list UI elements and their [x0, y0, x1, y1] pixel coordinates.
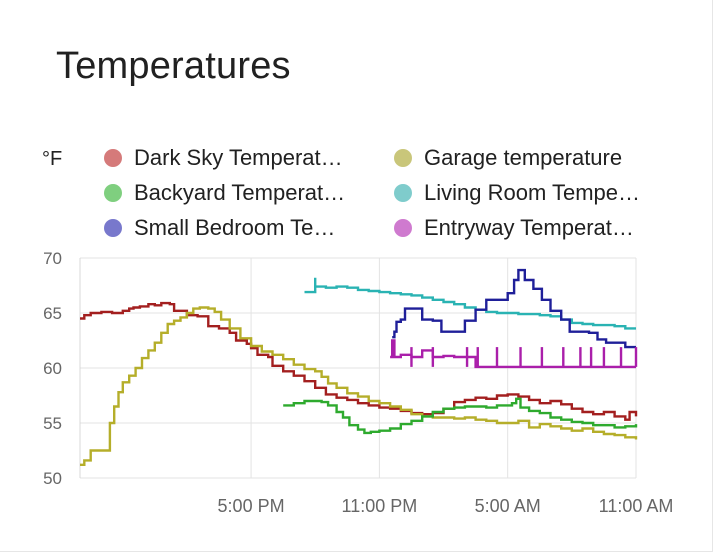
legend-swatch	[394, 184, 412, 202]
legend-label: Dark Sky Temperat…	[134, 145, 343, 170]
y-tick-label: 55	[43, 414, 62, 433]
y-tick-label: 50	[43, 469, 62, 488]
legend-label: Garage temperature	[424, 145, 623, 170]
legend-label: Living Room Tempe…	[424, 180, 641, 205]
x-tick-label: 5:00 PM	[218, 496, 285, 516]
legend-swatch	[104, 184, 122, 202]
legend-swatch	[394, 219, 412, 237]
legend-item-living-room[interactable]: Living Room Tempe…	[394, 178, 640, 208]
legend-item-garage[interactable]: Garage temperature	[394, 143, 622, 173]
y-axis-unit-label: °F	[42, 148, 63, 170]
legend-label: Backyard Temperat…	[134, 180, 346, 205]
legend-item-dark-sky[interactable]: Dark Sky Temperat…	[104, 143, 343, 173]
series-line-1	[80, 306, 638, 466]
series-line-0	[80, 301, 638, 421]
legend-label: Small Bedroom Te…	[134, 215, 336, 240]
card-title: Temperatures	[56, 45, 291, 87]
y-tick-label: 60	[43, 359, 62, 378]
legend-swatch	[104, 219, 122, 237]
temperature-line-chart[interactable]: 50 55 60 65 70 5:00 PM 11:00 PM 5:00 AM 11:00 AM	[0, 240, 712, 530]
y-tick-label: 65	[43, 304, 62, 323]
series-line-4	[392, 268, 636, 349]
legend-item-entryway[interactable]: Entryway Temperat…	[394, 213, 634, 243]
x-tick-label: 5:00 AM	[475, 496, 541, 516]
legend-swatch	[104, 149, 122, 167]
series-line-3	[304, 277, 636, 330]
series-line-2	[283, 397, 638, 435]
x-tick-label: 11:00 AM	[599, 496, 674, 516]
legend-item-small-bedroom[interactable]: Small Bedroom Te…	[104, 213, 335, 243]
x-tick-label: 11:00 PM	[342, 496, 418, 516]
legend-item-backyard[interactable]: Backyard Temperat…	[104, 178, 345, 208]
y-tick-label: 70	[43, 249, 62, 268]
legend-label: Entryway Temperat…	[424, 215, 634, 240]
legend-swatch	[394, 149, 412, 167]
series-line-5	[390, 339, 636, 369]
